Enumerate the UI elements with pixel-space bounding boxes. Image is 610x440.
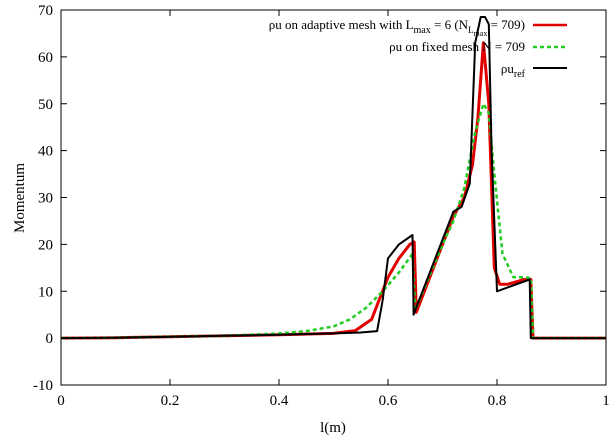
y-axis-title: Momentum: [12, 163, 28, 233]
y-tick-label: 40: [38, 144, 53, 160]
x-axis-title: l(m): [320, 420, 346, 436]
x-tick-label: 0.6: [379, 393, 398, 409]
legend-entry-adaptive: ρu on adaptive mesh with Lmax = 6 (NLmax…: [269, 17, 567, 38]
x-tick-label: 0.2: [161, 393, 180, 409]
y-tick-label: 70: [38, 3, 53, 19]
plot-frame: [60, 9, 607, 386]
series-line-adaptive: [60, 41, 606, 340]
data-series: [60, 16, 606, 340]
x-tick-label: 0.4: [270, 393, 289, 409]
y-tick-label: 60: [38, 50, 53, 66]
y-tick-label: 50: [38, 97, 53, 113]
legend-entry-reference: ρuref: [501, 61, 567, 80]
legend-label-fixed: ρu on fixed mesh N = 709: [389, 39, 525, 54]
series-line-fixed: [60, 102, 606, 340]
legend-entry-fixed: ρu on fixed mesh N = 709: [389, 39, 567, 54]
y-tick-label: 10: [38, 284, 53, 300]
y-tick-label: 20: [38, 237, 53, 253]
axis-ticks: [60, 9, 607, 386]
series-line-reference: [60, 16, 606, 340]
y-tick-label: -10: [33, 378, 53, 394]
x-tick-label: 0: [57, 393, 65, 409]
legend: ρu on adaptive mesh with Lmax = 6 (NLmax…: [269, 17, 567, 80]
legend-label-reference: ρuref: [501, 61, 526, 80]
legend-label-adaptive: ρu on adaptive mesh with Lmax = 6 (NLmax…: [269, 17, 525, 38]
x-tick-label: 1: [602, 393, 610, 409]
y-tick-label: 30: [38, 191, 53, 207]
x-tick-label: 0.8: [488, 393, 507, 409]
y-tick-label: 0: [46, 331, 54, 347]
